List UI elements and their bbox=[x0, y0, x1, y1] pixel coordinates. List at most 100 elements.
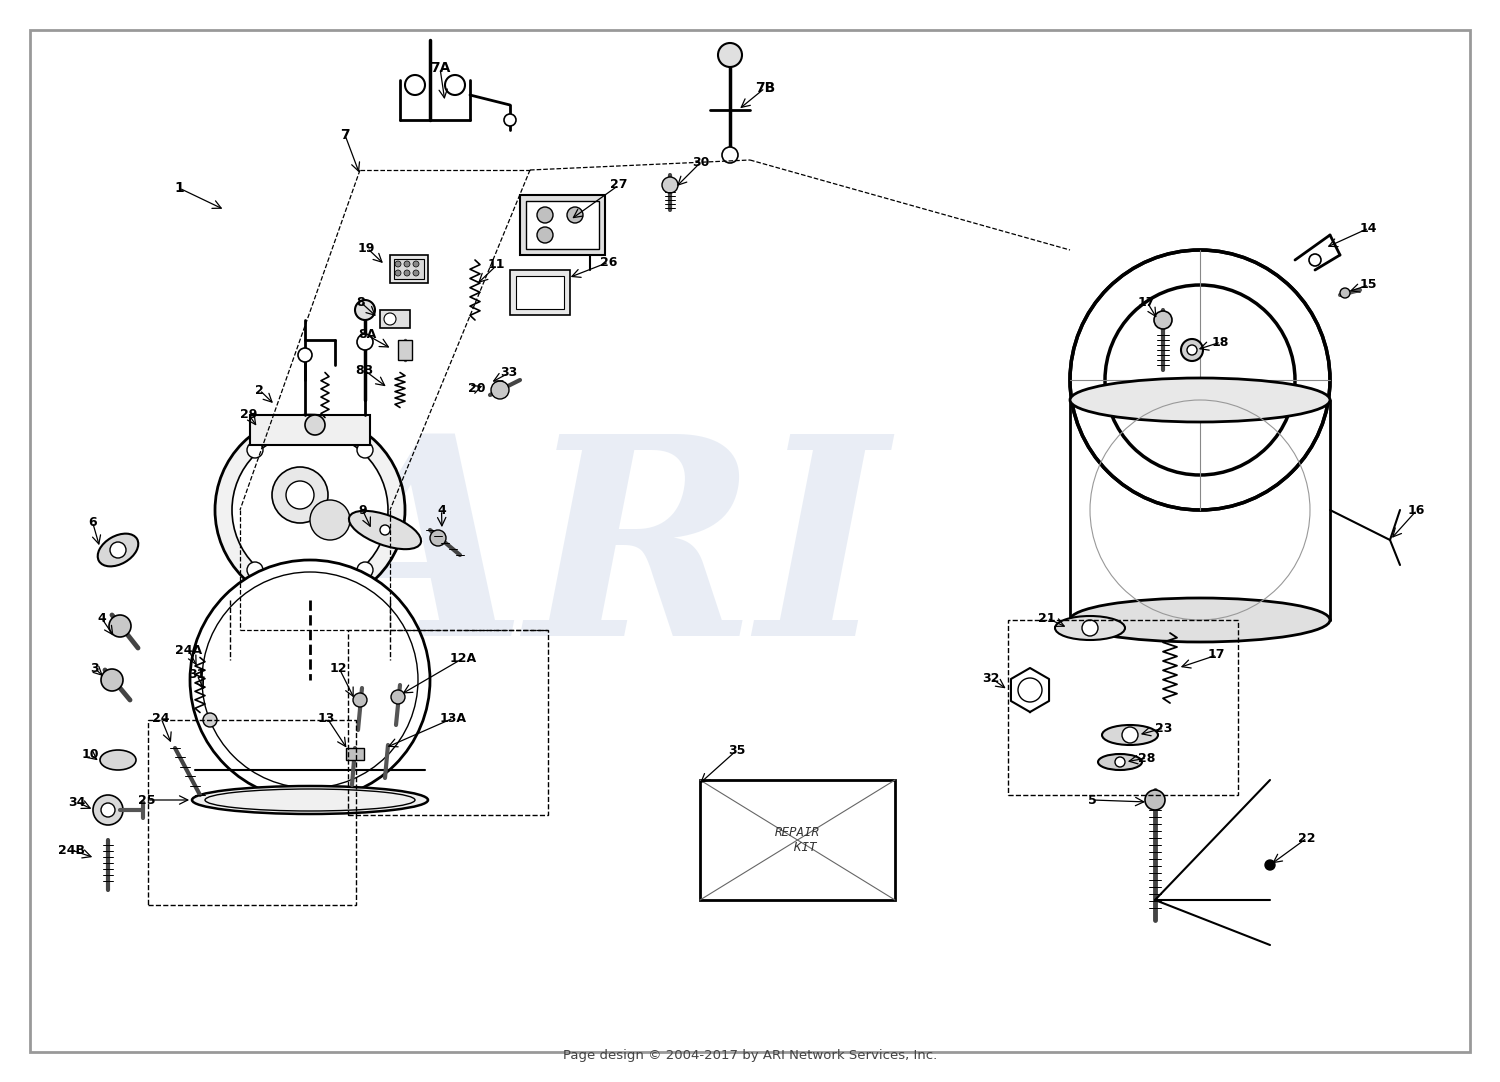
Text: 33: 33 bbox=[500, 367, 517, 380]
Circle shape bbox=[380, 525, 390, 535]
Ellipse shape bbox=[1054, 616, 1125, 639]
Circle shape bbox=[537, 207, 554, 223]
Ellipse shape bbox=[192, 786, 428, 814]
Text: 8A: 8A bbox=[358, 329, 376, 342]
Circle shape bbox=[1122, 727, 1138, 743]
Circle shape bbox=[1114, 757, 1125, 767]
Circle shape bbox=[190, 560, 430, 800]
Text: 1: 1 bbox=[174, 181, 183, 195]
Circle shape bbox=[356, 300, 375, 320]
Text: 28: 28 bbox=[1138, 752, 1155, 765]
Ellipse shape bbox=[1102, 725, 1158, 745]
Circle shape bbox=[304, 415, 326, 435]
Text: 15: 15 bbox=[1360, 278, 1377, 291]
Text: 10: 10 bbox=[82, 749, 99, 762]
Circle shape bbox=[100, 803, 116, 817]
Text: 7A: 7A bbox=[430, 61, 450, 75]
Text: Page design © 2004-2017 by ARI Network Services, Inc.: Page design © 2004-2017 by ARI Network S… bbox=[562, 1048, 938, 1061]
Text: 12: 12 bbox=[330, 661, 348, 674]
Text: 13: 13 bbox=[318, 712, 336, 725]
Circle shape bbox=[430, 530, 445, 546]
Circle shape bbox=[504, 114, 516, 126]
Text: 24A: 24A bbox=[176, 644, 202, 657]
Circle shape bbox=[93, 795, 123, 824]
Text: 34: 34 bbox=[68, 795, 86, 808]
Text: 2: 2 bbox=[255, 383, 264, 396]
Circle shape bbox=[413, 270, 419, 276]
Text: 16: 16 bbox=[1408, 503, 1425, 516]
Circle shape bbox=[310, 500, 350, 540]
Text: 27: 27 bbox=[610, 179, 627, 192]
Circle shape bbox=[1144, 790, 1166, 810]
Circle shape bbox=[1180, 339, 1203, 361]
Bar bbox=[394, 259, 424, 279]
Circle shape bbox=[110, 615, 130, 637]
Text: 26: 26 bbox=[600, 255, 618, 268]
Circle shape bbox=[567, 207, 584, 223]
Text: 13A: 13A bbox=[440, 712, 466, 725]
Circle shape bbox=[718, 43, 742, 67]
Circle shape bbox=[722, 147, 738, 163]
Text: 32: 32 bbox=[982, 672, 999, 685]
Ellipse shape bbox=[1070, 378, 1330, 422]
Text: 14: 14 bbox=[1360, 222, 1377, 235]
Ellipse shape bbox=[350, 511, 422, 550]
Circle shape bbox=[394, 261, 400, 267]
Circle shape bbox=[202, 713, 217, 727]
Text: 5: 5 bbox=[1088, 793, 1096, 806]
Circle shape bbox=[1154, 311, 1172, 329]
Text: 20: 20 bbox=[468, 382, 486, 395]
Text: 4: 4 bbox=[98, 611, 105, 624]
Text: 25: 25 bbox=[138, 793, 156, 806]
Bar bbox=[1008, 620, 1238, 795]
Text: REPAIR
  KIT: REPAIR KIT bbox=[776, 826, 820, 854]
Circle shape bbox=[1340, 288, 1350, 298]
Circle shape bbox=[100, 669, 123, 691]
Bar bbox=[346, 748, 364, 760]
Circle shape bbox=[404, 270, 410, 276]
Circle shape bbox=[352, 692, 368, 707]
Text: 11: 11 bbox=[488, 259, 506, 272]
Bar bbox=[700, 780, 895, 900]
Circle shape bbox=[392, 690, 405, 704]
Text: 31: 31 bbox=[188, 669, 206, 682]
Bar bbox=[348, 630, 548, 815]
Circle shape bbox=[1264, 860, 1275, 870]
Circle shape bbox=[384, 313, 396, 325]
Ellipse shape bbox=[1098, 754, 1142, 770]
Text: 24: 24 bbox=[152, 712, 170, 725]
Circle shape bbox=[446, 75, 465, 95]
Text: 7: 7 bbox=[340, 128, 350, 142]
Bar bbox=[510, 270, 570, 315]
Bar bbox=[516, 276, 564, 309]
Bar bbox=[380, 311, 410, 328]
Ellipse shape bbox=[1070, 598, 1330, 642]
Circle shape bbox=[1310, 254, 1322, 266]
Circle shape bbox=[537, 227, 554, 243]
Text: 8: 8 bbox=[356, 295, 364, 308]
Circle shape bbox=[490, 381, 508, 399]
Text: 21: 21 bbox=[1038, 611, 1056, 624]
Text: 7B: 7B bbox=[754, 81, 776, 95]
Circle shape bbox=[272, 467, 328, 523]
Circle shape bbox=[404, 261, 410, 267]
Text: 9: 9 bbox=[358, 503, 366, 516]
Ellipse shape bbox=[100, 750, 136, 770]
Circle shape bbox=[214, 415, 405, 605]
Text: 18: 18 bbox=[1212, 335, 1230, 348]
Bar bbox=[520, 195, 605, 255]
Circle shape bbox=[1186, 345, 1197, 355]
Bar bbox=[251, 415, 370, 445]
Text: 30: 30 bbox=[692, 156, 709, 169]
Text: 29: 29 bbox=[240, 409, 258, 422]
Circle shape bbox=[413, 261, 419, 267]
Text: 12A: 12A bbox=[450, 651, 477, 664]
Text: 4: 4 bbox=[436, 503, 445, 516]
Circle shape bbox=[1106, 285, 1294, 475]
Ellipse shape bbox=[98, 533, 138, 566]
Circle shape bbox=[1019, 678, 1042, 702]
Circle shape bbox=[585, 245, 596, 255]
Circle shape bbox=[286, 481, 314, 509]
Circle shape bbox=[357, 562, 374, 578]
Circle shape bbox=[248, 562, 262, 578]
